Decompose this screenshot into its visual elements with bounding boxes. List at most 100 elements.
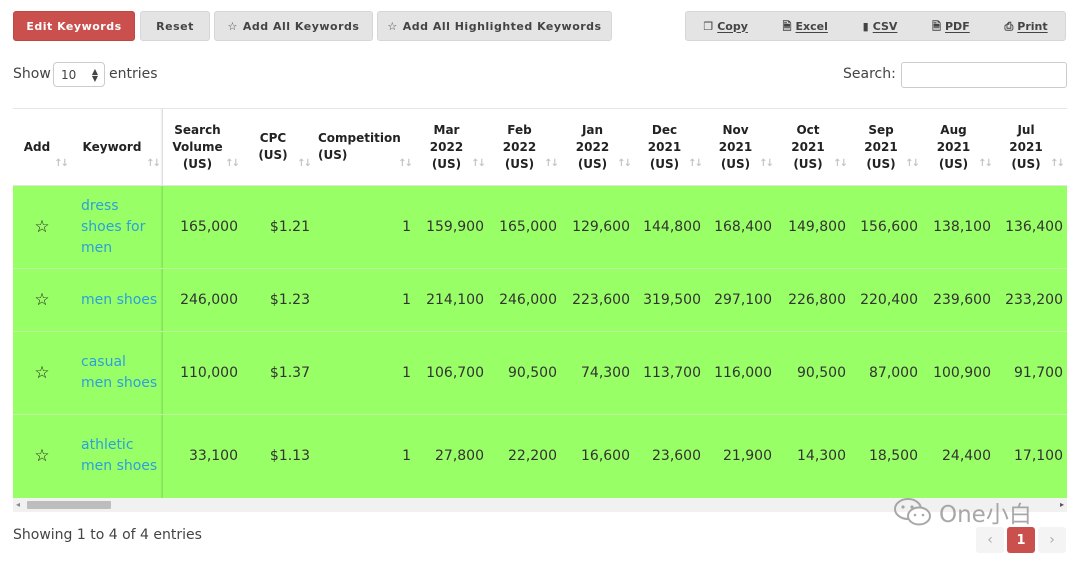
monthly-volume-cell: 319,500 — [634, 268, 705, 332]
star-outline-icon[interactable]: ☆ — [34, 446, 50, 467]
copy-label: Copy — [717, 19, 748, 33]
scrollbar-thumb[interactable] — [27, 501, 111, 509]
entries-label: entries — [109, 66, 158, 82]
monthly-volume-cell: 113,700 — [634, 331, 705, 415]
monthly-volume-cell: 27,800 — [415, 414, 488, 498]
monthly-volume-cell: 239,600 — [922, 268, 995, 332]
column-header[interactable]: Aug 2021 (US) ↑↓ — [922, 109, 995, 186]
competition-cell: 1 — [314, 414, 415, 498]
add-all-keywords-button[interactable]: ☆ Add All Keywords — [214, 11, 373, 41]
search-input[interactable] — [901, 62, 1067, 88]
column-header-label: Add — [23, 139, 51, 154]
entries-per-page-select[interactable]: 10 ▲ ▼ — [53, 62, 105, 87]
keyword-link[interactable]: athletic men shoes — [71, 414, 163, 498]
copy-button[interactable]: ❐ Copy — [703, 20, 748, 33]
competition-cell: 1 — [314, 185, 415, 269]
column-header[interactable]: Add ↑↓ — [13, 109, 71, 186]
keywords-table: Add ↑↓ Keyword ↑↓ Search Volume (US) ↑↓ CPC (U… — [13, 109, 1067, 498]
add-all-keywords-label: Add All Keywords — [242, 19, 360, 33]
column-header[interactable]: Sep 2021 (US) ↑↓ — [850, 109, 922, 186]
sort-arrows-icon: ↑↓ — [759, 158, 774, 169]
monthly-volume-cell: 90,500 — [488, 331, 561, 415]
table-header-row: Add ↑↓ Keyword ↑↓ Search Volume (US) ↑↓ CPC (U… — [13, 109, 1067, 186]
column-header[interactable]: Mar 2022 (US) ↑↓ — [415, 109, 488, 186]
monthly-volume-cell: 138,100 — [922, 185, 995, 269]
scroll-left-arrow-icon[interactable]: ◂ — [16, 500, 21, 509]
excel-label: Excel — [795, 19, 828, 33]
keyword-link[interactable]: dress shoes for men — [71, 185, 163, 269]
column-header[interactable]: Keyword ↑↓ — [71, 109, 163, 186]
competition-cell: 1 — [314, 331, 415, 415]
reset-button[interactable]: Reset — [140, 11, 210, 41]
keyword-link[interactable]: men shoes — [71, 268, 163, 332]
sort-arrows-icon: ↑↓ — [544, 158, 559, 169]
sort-arrows-icon: ↑↓ — [833, 158, 848, 169]
monthly-volume-cell: 233,200 — [995, 268, 1067, 332]
sort-arrows-icon: ↑↓ — [905, 158, 920, 169]
add-highlighted-keywords-button[interactable]: ☆ Add All Highlighted Keywords — [377, 11, 612, 41]
edit-keywords-button[interactable]: Edit Keywords — [13, 11, 135, 41]
column-header[interactable]: Jul 2021 (US) ↑↓ — [995, 109, 1067, 186]
monthly-volume-cell: 16,600 — [561, 414, 634, 498]
search-volume-cell: 33,100 — [163, 414, 242, 498]
column-header-label: Jul 2021 (US) — [1009, 122, 1043, 171]
cpc-cell: $1.37 — [242, 331, 314, 415]
column-header-label: Aug 2021 (US) — [936, 122, 971, 171]
column-header-label: CPC (US) — [258, 131, 288, 162]
star-outline-icon[interactable]: ☆ — [34, 217, 50, 237]
sort-arrows-icon: ↑↓ — [146, 158, 161, 169]
column-header-label: Nov 2021 (US) — [718, 122, 753, 171]
column-header[interactable]: Competition (US) ↑↓ — [314, 109, 415, 186]
monthly-volume-cell: 297,100 — [705, 268, 776, 332]
chevron-left-icon: ‹ — [987, 532, 993, 548]
pagination-previous[interactable]: ‹ — [976, 527, 1004, 553]
pdf-button[interactable]: 🗎 PDF — [932, 20, 970, 33]
monthly-volume-cell: 214,100 — [415, 268, 488, 332]
column-header[interactable]: Dec 2021 (US) ↑↓ — [634, 109, 705, 186]
monthly-volume-cell: 156,600 — [850, 185, 922, 269]
sort-arrows-icon: ↑↓ — [688, 158, 703, 169]
star-outline-icon: ☆ — [227, 19, 238, 33]
select-arrows-icon: ▲ ▼ — [91, 66, 98, 83]
add-cell: ☆ — [13, 185, 71, 269]
pagination-current-page[interactable]: 1 — [1007, 527, 1035, 553]
column-header[interactable]: Nov 2021 (US) ↑↓ — [705, 109, 776, 186]
keyword-link[interactable]: casual men shoes — [71, 331, 163, 415]
sort-arrows-icon: ↑↓ — [398, 158, 413, 169]
star-outline-icon[interactable]: ☆ — [34, 363, 50, 383]
table-row: ☆ men shoes 246,000 $1.23 1 214,100 246,000 223… — [13, 268, 1067, 332]
table-row: ☆ athletic men shoes 33,100 $1.13 1 27,800 22,… — [13, 414, 1067, 498]
monthly-volume-cell: 223,600 — [561, 268, 634, 332]
monthly-volume-cell: 91,700 — [995, 331, 1067, 415]
column-header[interactable]: Jan 2022 (US) ↑↓ — [561, 109, 634, 186]
table-info: Showing 1 to 4 of 4 entries — [13, 527, 202, 543]
excel-button[interactable]: 🗎 Excel — [783, 20, 828, 33]
pdf-label: PDF — [945, 19, 970, 33]
reset-label: Reset — [156, 19, 194, 33]
monthly-volume-cell: 90,500 — [776, 331, 850, 415]
monthly-volume-cell: 246,000 — [488, 268, 561, 332]
table-row: ☆ dress shoes for men 165,000 $1.21 1 159,900… — [13, 185, 1067, 269]
column-header[interactable]: Oct 2021 (US) ↑↓ — [776, 109, 850, 186]
horizontal-scrollbar[interactable]: ◂ ▸ — [13, 498, 1067, 512]
csv-button[interactable]: ▮ CSV — [863, 20, 898, 33]
column-header[interactable]: CPC (US) ↑↓ — [242, 109, 314, 186]
sort-arrows-icon: ↑↓ — [297, 158, 312, 169]
column-header-label: Keyword — [82, 139, 142, 154]
sort-arrows-icon: ↑↓ — [978, 158, 993, 169]
monthly-volume-cell: 136,400 — [995, 185, 1067, 269]
watermark: One小白 — [893, 495, 1032, 529]
column-header[interactable]: Feb 2022 (US) ↑↓ — [488, 109, 561, 186]
star-outline-icon[interactable]: ☆ — [34, 290, 50, 310]
column-header[interactable]: Search Volume (US) ↑↓ — [163, 109, 242, 186]
monthly-volume-cell: 226,800 — [776, 268, 850, 332]
print-button[interactable]: ⎙ Print — [1004, 20, 1047, 33]
table-row: ☆ casual men shoes 110,000 $1.37 1 106,700 90,… — [13, 331, 1067, 415]
show-label: Show — [13, 66, 51, 82]
csv-label: CSV — [872, 19, 898, 33]
pagination-next[interactable]: › — [1038, 527, 1066, 553]
add-cell: ☆ — [13, 268, 71, 332]
scroll-right-arrow-icon[interactable]: ▸ — [1059, 500, 1064, 509]
cpc-cell: $1.13 — [242, 414, 314, 498]
search-label: Search: — [843, 66, 896, 82]
